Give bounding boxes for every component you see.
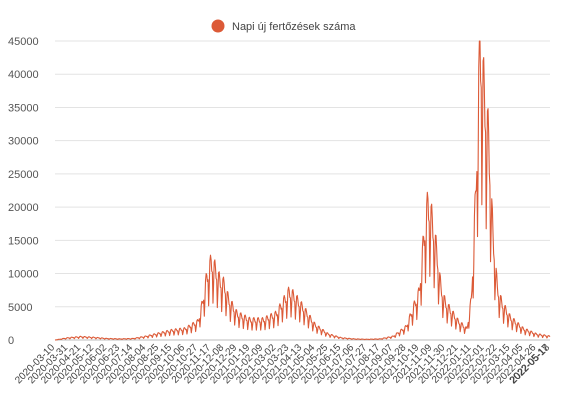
y-tick-label: 0	[8, 335, 14, 347]
legend-label: Napi új fertőzések száma	[232, 21, 356, 33]
series-line	[54, 40, 551, 341]
legend-marker	[211, 19, 225, 33]
series-layer	[54, 40, 551, 341]
x-axis-ticks: 2020-03-102020-03-312020-04-212020-05-12…	[13, 342, 552, 386]
y-tick-label: 25000	[8, 169, 39, 181]
y-tick-label: 20000	[8, 202, 39, 214]
y-tick-label: 45000	[8, 36, 39, 48]
y-tick-label: 5000	[8, 302, 32, 314]
y-tick-label: 15000	[8, 235, 39, 247]
y-axis-ticks: 0 5000 10000 15000 20000 25000 30000 35000 40000…	[8, 36, 39, 347]
y-tick-label: 10000	[8, 269, 39, 281]
y-tick-label: 40000	[8, 69, 39, 81]
y-tick-label: 30000	[8, 136, 39, 148]
legend: Napi új fertőzések száma	[211, 19, 356, 33]
gridlines	[55, 40, 550, 341]
y-tick-label: 35000	[8, 102, 39, 114]
